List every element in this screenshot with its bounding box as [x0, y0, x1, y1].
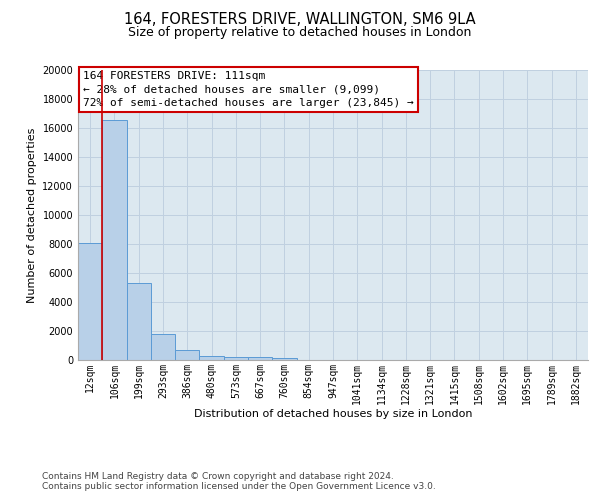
Text: Contains public sector information licensed under the Open Government Licence v3: Contains public sector information licen… [42, 482, 436, 491]
X-axis label: Distribution of detached houses by size in London: Distribution of detached houses by size … [194, 410, 472, 420]
Bar [151, 334, 175, 360]
Text: Contains HM Land Registry data © Crown copyright and database right 2024.: Contains HM Land Registry data © Crown c… [42, 472, 394, 481]
Bar [127, 283, 151, 360]
Text: 164, FORESTERS DRIVE, WALLINGTON, SM6 9LA: 164, FORESTERS DRIVE, WALLINGTON, SM6 9L… [124, 12, 476, 28]
Bar [199, 356, 224, 360]
Y-axis label: Number of detached properties: Number of detached properties [27, 128, 37, 302]
Bar [175, 350, 199, 360]
Bar [224, 357, 248, 360]
Bar [78, 244, 102, 360]
Bar [248, 358, 272, 360]
Text: Size of property relative to detached houses in London: Size of property relative to detached ho… [128, 26, 472, 39]
Bar [272, 358, 296, 360]
Text: 164 FORESTERS DRIVE: 111sqm
← 28% of detached houses are smaller (9,099)
72% of : 164 FORESTERS DRIVE: 111sqm ← 28% of det… [83, 72, 414, 108]
Bar [102, 120, 127, 360]
